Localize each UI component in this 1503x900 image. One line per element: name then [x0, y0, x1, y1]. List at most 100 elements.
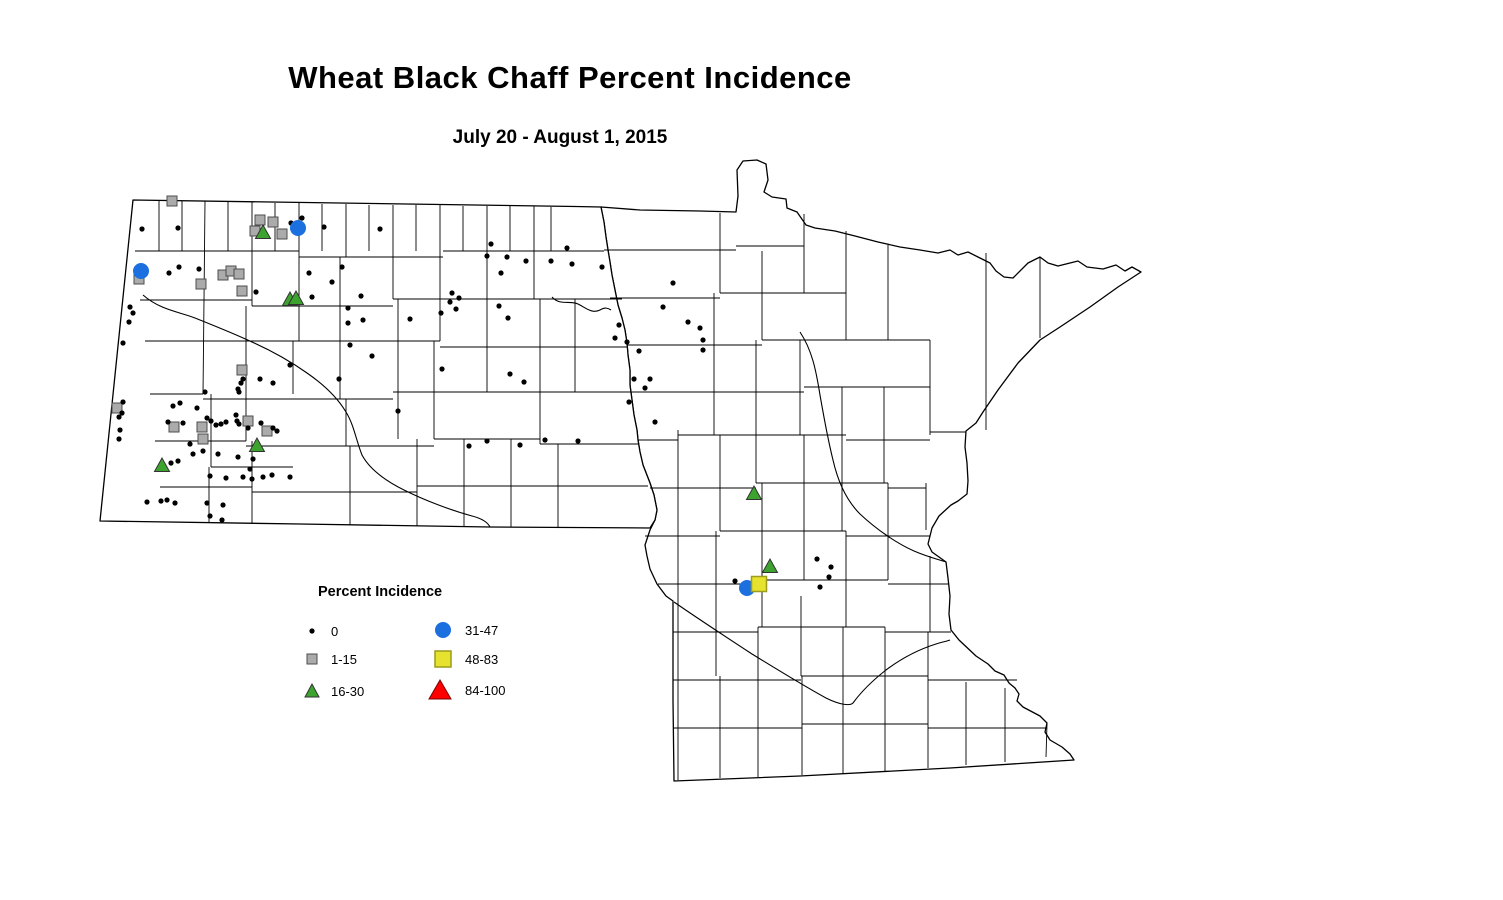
legend-label-1-15: 1-15: [331, 651, 358, 667]
marker-small-black-dot: [329, 279, 335, 285]
legend-label-84-100: 84-100: [465, 682, 506, 698]
marker-gray-square: [267, 216, 279, 228]
marker-small-black-dot: [168, 460, 174, 466]
marker-small-black-dot: [204, 415, 210, 421]
marker-small-black-dot: [449, 290, 455, 296]
marker-small-black-dot: [274, 428, 280, 434]
marker-small-black-dot: [120, 340, 126, 346]
legend-label-31-47: 31-47: [465, 622, 499, 638]
marker-small-black-dot: [172, 500, 178, 506]
marker-small-black-dot: [439, 366, 445, 372]
marker-small-black-dot: [207, 513, 213, 519]
marker-small-black-dot: [447, 299, 453, 305]
marker-green-triangle: [287, 289, 305, 305]
marker-small-black-dot: [223, 419, 229, 425]
page-title: Wheat Black Chaff Percent Incidence: [288, 60, 852, 95]
marker-small-black-dot: [235, 454, 241, 460]
marker-small-black-dot: [270, 380, 276, 386]
marker-small-black-dot: [345, 320, 351, 326]
marker-green-triangle: [153, 456, 171, 472]
marker-small-black-dot: [564, 245, 570, 251]
marker-gray-square: [242, 415, 254, 427]
marker-small-black-dot: [233, 412, 239, 418]
marker-small-black-dot: [484, 253, 490, 259]
marker-small-black-dot: [498, 270, 504, 276]
marker-small-black-dot: [218, 421, 224, 427]
marker-small-black-dot: [190, 451, 196, 457]
marker-small-black-dot: [612, 335, 618, 341]
marker-small-black-dot: [117, 427, 123, 433]
marker-small-black-dot: [347, 342, 353, 348]
marker-small-black-dot: [700, 337, 706, 343]
legend-item-0: 0: [298, 622, 338, 640]
legend-item-1-15: 1-15: [298, 650, 357, 668]
marker-small-black-dot: [542, 437, 548, 443]
marker-green-triangle: [248, 436, 266, 452]
legend-label-0: 0: [331, 623, 339, 639]
marker-small-black-dot: [202, 389, 208, 395]
marker-small-black-dot: [652, 419, 658, 425]
marker-small-black-dot: [175, 225, 181, 231]
marker-gray-square: [236, 364, 248, 376]
marker-small-black-dot: [484, 438, 490, 444]
marker-green-triangle: [761, 557, 779, 573]
marker-small-black-dot: [358, 293, 364, 299]
marker-small-black-dot: [200, 448, 206, 454]
marker-small-black-dot: [642, 385, 648, 391]
marker-gray-square: [197, 433, 209, 445]
marker-small-black-dot: [219, 517, 225, 523]
marker-small-black-dot: [377, 226, 383, 232]
marker-small-black-dot: [180, 420, 186, 426]
marker-small-black-dot: [126, 319, 132, 325]
marker-small-black-dot: [240, 376, 246, 382]
marker-small-black-dot: [130, 310, 136, 316]
marker-small-black-dot: [569, 261, 575, 267]
marker-small-black-dot: [207, 473, 213, 479]
marker-green-triangle: [254, 223, 272, 239]
marker-small-black-dot: [814, 556, 820, 562]
marker-small-black-dot: [194, 405, 200, 411]
marker-small-black-dot: [505, 315, 511, 321]
marker-yellow-square: [750, 575, 768, 593]
marker-small-black-dot: [369, 353, 375, 359]
legend-title: Percent Incidence: [318, 584, 443, 600]
marker-small-black-dot: [407, 316, 413, 322]
marker-small-black-dot: [299, 215, 305, 221]
marker-small-black-dot: [826, 574, 832, 580]
marker-gray-square: [196, 421, 208, 433]
marker-blue-circle: [290, 220, 306, 236]
marker-small-black-dot: [395, 408, 401, 414]
marker-small-black-dot: [116, 436, 122, 442]
marker-small-black-dot: [548, 258, 554, 264]
marker-small-black-dot: [504, 254, 510, 260]
marker-gray-square: [276, 228, 288, 240]
legend-item-48-83: 48-83: [428, 649, 498, 669]
marker-small-black-dot: [236, 389, 242, 395]
marker-small-black-dot: [647, 376, 653, 382]
markers-layer: [111, 195, 834, 596]
marker-small-black-dot: [309, 294, 315, 300]
marker-small-black-dot: [575, 438, 581, 444]
marker-small-black-dot: [116, 414, 122, 420]
marker-gray-square: [166, 195, 178, 207]
marker-small-black-dot: [223, 475, 229, 481]
marker-small-black-dot: [238, 380, 244, 386]
marker-small-black-dot: [507, 371, 513, 377]
marker-gray-square: [233, 268, 245, 280]
marker-small-black-dot: [339, 264, 345, 270]
marker-small-black-dot: [828, 564, 834, 570]
marker-small-black-dot: [336, 376, 342, 382]
minnesota-river: [673, 601, 951, 706]
small-black-dot-icon: [309, 628, 315, 634]
marker-small-black-dot: [257, 376, 263, 382]
marker-small-black-dot: [204, 500, 210, 506]
marker-small-black-dot: [170, 403, 176, 409]
marker-small-black-dot: [270, 425, 276, 431]
marker-gray-square: [254, 214, 266, 226]
marker-small-black-dot: [496, 303, 502, 309]
marker-small-black-dot: [196, 266, 202, 272]
marker-blue-circle: [133, 263, 149, 279]
marker-small-black-dot: [127, 304, 133, 310]
